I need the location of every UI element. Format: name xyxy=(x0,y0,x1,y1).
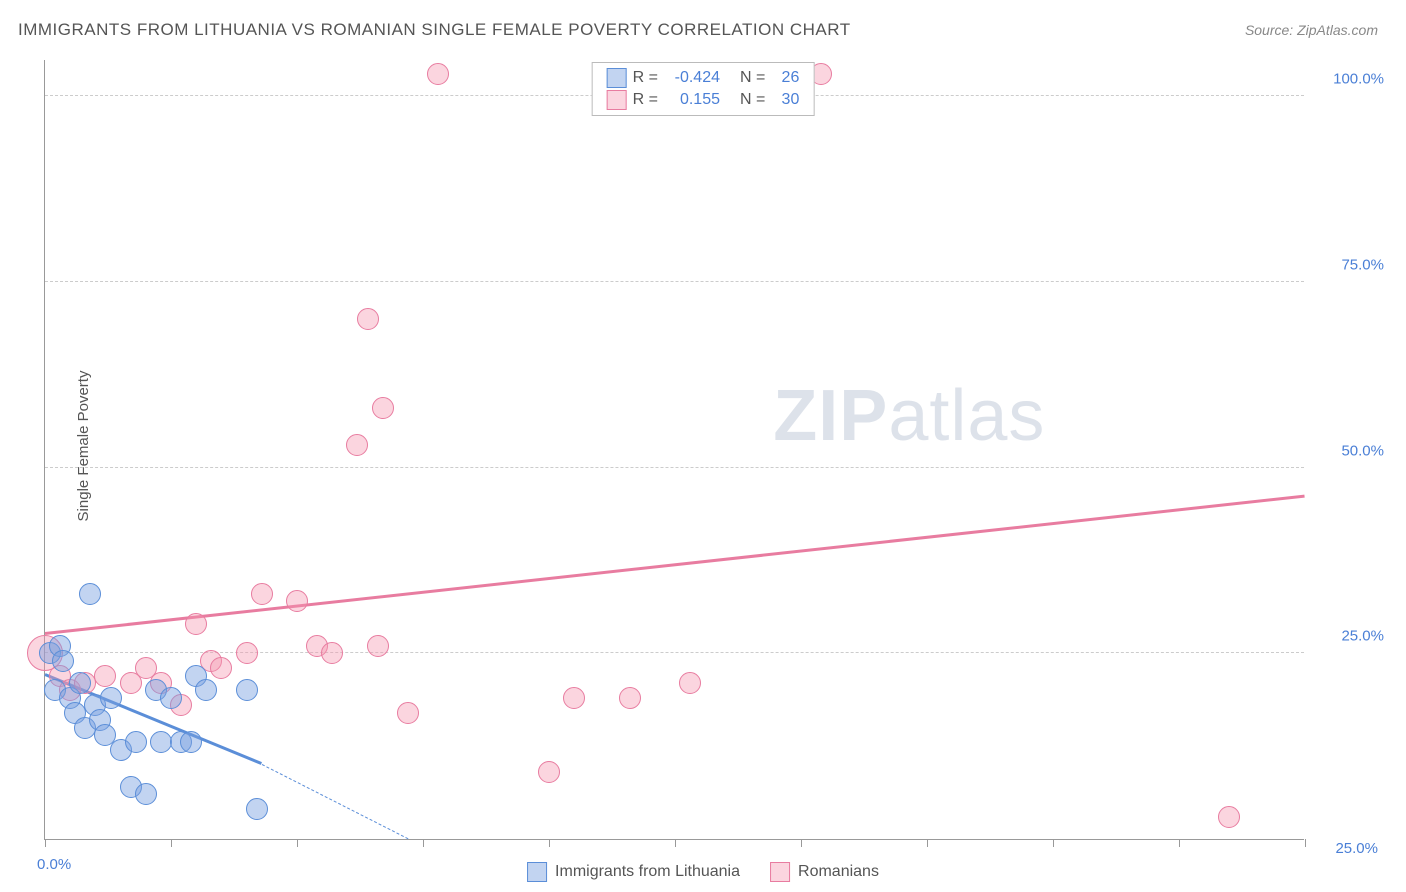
data-point-blue xyxy=(150,731,172,753)
data-point-blue xyxy=(180,731,202,753)
data-point-pink xyxy=(397,702,419,724)
data-point-pink xyxy=(679,672,701,694)
r-value-blue: -0.424 xyxy=(664,69,720,87)
data-point-pink xyxy=(236,642,258,664)
data-point-pink xyxy=(367,635,389,657)
n-value-pink: 30 xyxy=(771,91,799,109)
x-tick xyxy=(1305,839,1306,847)
data-point-pink xyxy=(538,761,560,783)
watermark: ZIPatlas xyxy=(773,375,1045,457)
y-tick-label: 50.0% xyxy=(1314,442,1384,459)
series-legend: Immigrants from Lithuania Romanians xyxy=(527,862,879,882)
legend-item-blue: Immigrants from Lithuania xyxy=(527,862,740,882)
data-point-pink xyxy=(251,583,273,605)
x-tick xyxy=(297,839,298,847)
data-point-pink xyxy=(372,397,394,419)
data-point-blue xyxy=(100,687,122,709)
data-point-blue xyxy=(135,783,157,805)
data-point-blue xyxy=(246,798,268,820)
n-label: N = xyxy=(740,91,765,109)
regression-line xyxy=(45,494,1305,634)
data-point-blue xyxy=(79,583,101,605)
x-tick xyxy=(1179,839,1180,847)
n-label: N = xyxy=(740,69,765,87)
x-tick xyxy=(45,839,46,847)
data-point-pink xyxy=(346,434,368,456)
data-point-blue xyxy=(125,731,147,753)
scatter-plot-area: 25.0%50.0%75.0%100.0%0.0%25.0% xyxy=(44,60,1304,840)
regression-line xyxy=(261,764,408,839)
x-tick xyxy=(549,839,550,847)
n-value-blue: 26 xyxy=(771,69,799,87)
x-min-label: 0.0% xyxy=(37,856,71,873)
swatch-blue xyxy=(527,862,547,882)
data-point-pink xyxy=(1218,806,1240,828)
x-tick xyxy=(171,839,172,847)
y-tick-label: 75.0% xyxy=(1314,256,1384,273)
correlation-legend: R = -0.424 N = 26 R = 0.155 N = 30 xyxy=(592,62,815,116)
gridline-h xyxy=(45,652,1304,653)
x-tick xyxy=(1053,839,1054,847)
legend-label-pink: Romanians xyxy=(798,863,879,881)
y-tick-label: 25.0% xyxy=(1314,628,1384,645)
data-point-blue xyxy=(160,687,182,709)
legend-item-pink: Romanians xyxy=(770,862,879,882)
data-point-pink xyxy=(210,657,232,679)
data-point-pink xyxy=(185,613,207,635)
x-tick xyxy=(927,839,928,847)
r-value-pink: 0.155 xyxy=(664,91,720,109)
swatch-blue xyxy=(607,68,627,88)
data-point-pink xyxy=(427,63,449,85)
data-point-blue xyxy=(236,679,258,701)
r-label: R = xyxy=(633,91,658,109)
gridline-h xyxy=(45,467,1304,468)
x-max-label: 25.0% xyxy=(1335,840,1378,857)
swatch-pink xyxy=(770,862,790,882)
data-point-blue xyxy=(195,679,217,701)
data-point-blue xyxy=(69,672,91,694)
x-tick xyxy=(801,839,802,847)
r-label: R = xyxy=(633,69,658,87)
y-tick-label: 100.0% xyxy=(1314,71,1384,88)
data-point-pink xyxy=(321,642,343,664)
data-point-pink xyxy=(286,590,308,612)
data-point-pink xyxy=(94,665,116,687)
x-tick xyxy=(423,839,424,847)
data-point-pink xyxy=(563,687,585,709)
legend-label-blue: Immigrants from Lithuania xyxy=(555,863,740,881)
legend-row-blue: R = -0.424 N = 26 xyxy=(607,67,800,89)
data-point-pink xyxy=(619,687,641,709)
data-point-pink xyxy=(357,308,379,330)
source-attribution: Source: ZipAtlas.com xyxy=(1245,22,1378,38)
data-point-blue xyxy=(52,650,74,672)
gridline-h xyxy=(45,281,1304,282)
x-tick xyxy=(675,839,676,847)
chart-title: IMMIGRANTS FROM LITHUANIA VS ROMANIAN SI… xyxy=(18,20,851,40)
legend-row-pink: R = 0.155 N = 30 xyxy=(607,89,800,111)
swatch-pink xyxy=(607,90,627,110)
